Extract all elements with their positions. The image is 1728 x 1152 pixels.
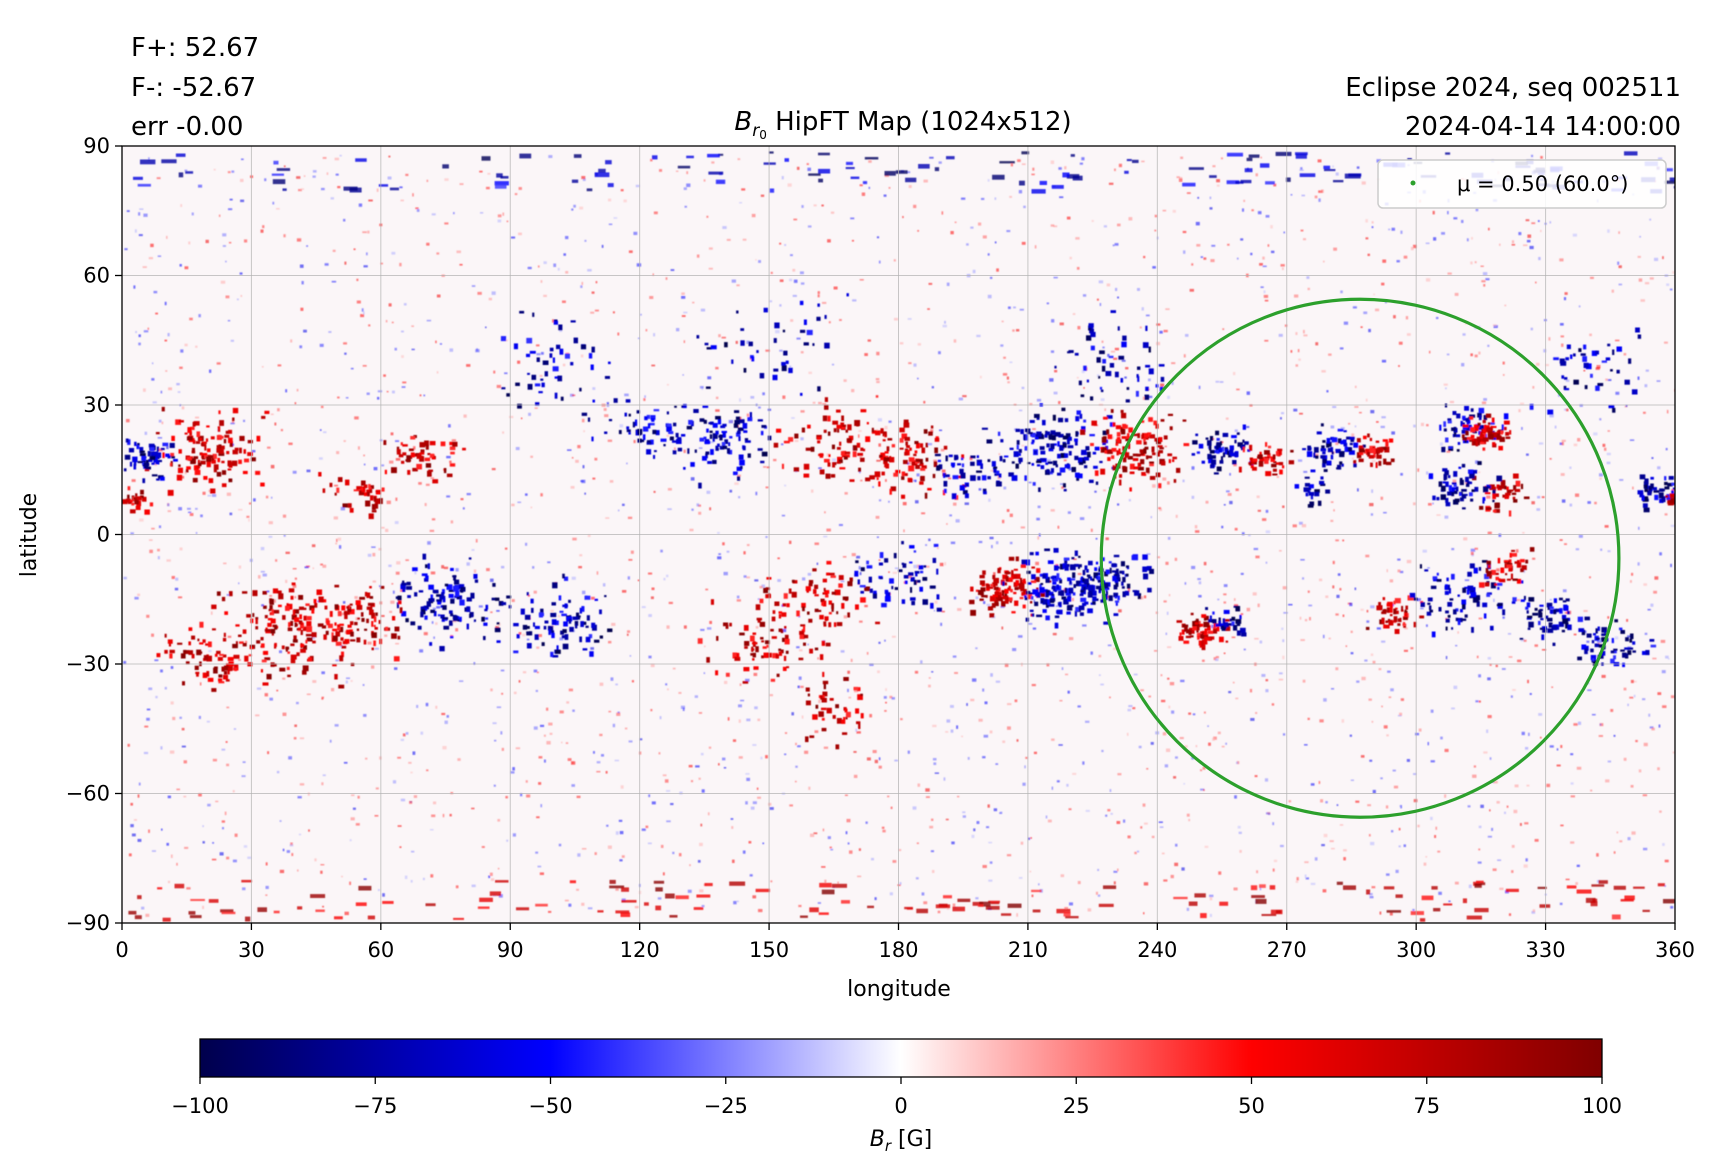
colorbar-tick-label: 0 bbox=[894, 1094, 907, 1118]
y-tick-label: 30 bbox=[83, 393, 110, 417]
flux-negative: F-: -52.67 bbox=[131, 73, 256, 103]
x-tick-label: 330 bbox=[1526, 938, 1566, 962]
y-axis-label: latitude bbox=[17, 493, 42, 577]
observation-label: Eclipse 2024, seq 002511 bbox=[1345, 73, 1681, 103]
colorbar-tick-label: −50 bbox=[528, 1094, 572, 1118]
y-tick-label: 0 bbox=[97, 523, 110, 547]
colorbar-tick-label: 100 bbox=[1582, 1094, 1622, 1118]
observation-date: 2024-04-14 14:00:00 bbox=[1405, 112, 1681, 142]
y-tick-label: −90 bbox=[66, 911, 110, 935]
mu-contour bbox=[1099, 297, 1621, 819]
chart-title: Br0 HipFT Map (1024x512) bbox=[734, 107, 1071, 142]
x-tick-label: 0 bbox=[115, 938, 128, 962]
legend-label: μ = 0.50 (60.0°) bbox=[1457, 172, 1628, 196]
legend-marker bbox=[1410, 180, 1416, 186]
y-axis: 90 60 30 0 −30 −60 −90 bbox=[66, 134, 122, 935]
x-tick-label: 300 bbox=[1396, 938, 1436, 962]
x-tick-label: 150 bbox=[749, 938, 789, 962]
colorbar: −100 −75 −50 −25 0 25 50 75 100 Br [G] bbox=[171, 1038, 1622, 1152]
y-tick-label: −30 bbox=[66, 652, 110, 676]
x-axis: 0 30 60 90 120 150 180 210 240 270 300 330 360 bbox=[115, 923, 1695, 962]
x-tick-label: 210 bbox=[1008, 938, 1048, 962]
x-tick-label: 30 bbox=[238, 938, 265, 962]
x-tick-label: 240 bbox=[1137, 938, 1177, 962]
x-tick-label: 90 bbox=[497, 938, 524, 962]
x-tick-label: 60 bbox=[367, 938, 394, 962]
x-tick-label: 120 bbox=[620, 938, 660, 962]
x-axis-label: longitude bbox=[847, 977, 951, 1002]
magnetogram-map bbox=[121, 145, 1676, 924]
colorbar-tick-label: 50 bbox=[1238, 1094, 1265, 1118]
colorbar-tick-label: −25 bbox=[704, 1094, 748, 1118]
legend: μ = 0.50 (60.0°) bbox=[1377, 159, 1667, 209]
x-tick-label: 360 bbox=[1655, 938, 1695, 962]
colorbar-label: Br [G] bbox=[870, 1127, 932, 1152]
colorbar-tick-label: 75 bbox=[1413, 1094, 1440, 1118]
x-tick-label: 180 bbox=[878, 938, 918, 962]
flux-positive: F+: 52.67 bbox=[131, 33, 259, 63]
y-tick-label: 60 bbox=[83, 264, 110, 288]
colorbar-tick-label: −75 bbox=[353, 1094, 397, 1118]
y-tick-label: 90 bbox=[83, 134, 110, 158]
x-tick-label: 270 bbox=[1267, 938, 1307, 962]
colorbar-tick-label: −100 bbox=[171, 1094, 229, 1118]
flux-error: err -0.00 bbox=[131, 112, 243, 142]
colorbar-tick-label: 25 bbox=[1063, 1094, 1090, 1118]
y-tick-label: −60 bbox=[66, 782, 110, 806]
